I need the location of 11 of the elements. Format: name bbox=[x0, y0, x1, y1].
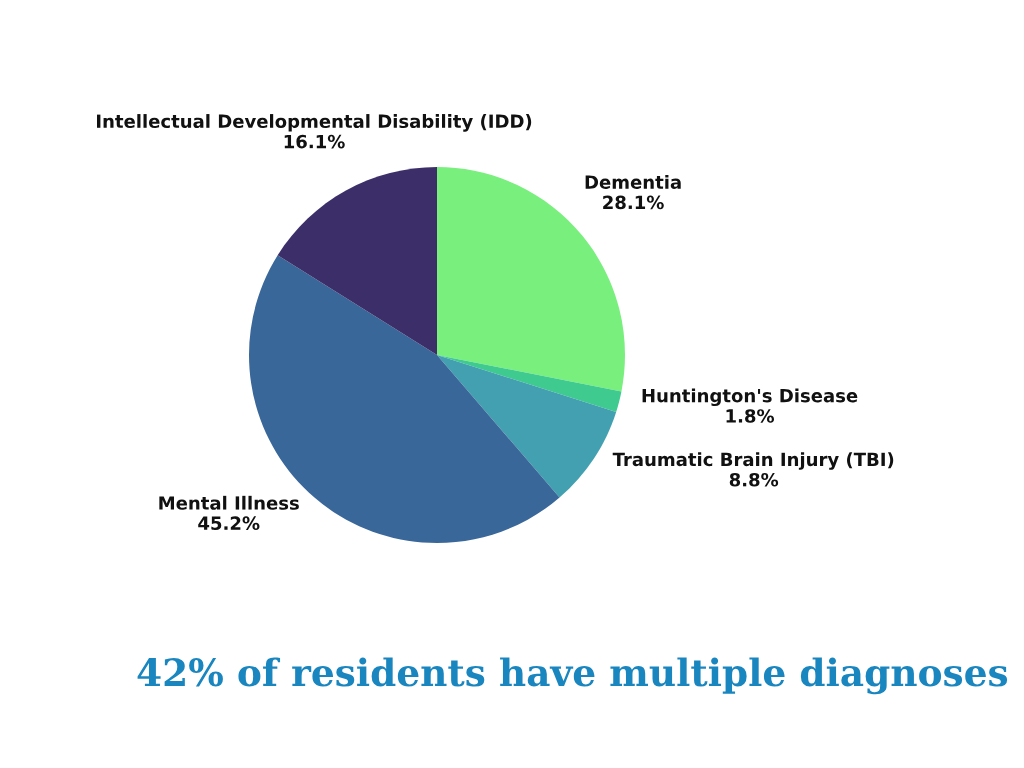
data-label: 28.1% bbox=[603, 195, 664, 210]
slice-label: Huntington's Disease bbox=[642, 388, 858, 407]
data-label: 16.1% bbox=[284, 134, 345, 149]
slice-label: Intellectual Developmental Disability (IDD) bbox=[97, 114, 532, 132]
slice-label: Mental Illness bbox=[159, 495, 299, 510]
text: 42% of residents have multiple diagnoses bbox=[137, 657, 1008, 695]
slice-label: Traumatic Brain Injury (TBI) bbox=[612, 452, 894, 470]
data-label: 45.2% bbox=[198, 516, 260, 531]
data-label: 8.8% bbox=[729, 472, 779, 487]
data-label: 1.8% bbox=[726, 409, 775, 423]
slice-label: Dementia bbox=[585, 174, 681, 189]
